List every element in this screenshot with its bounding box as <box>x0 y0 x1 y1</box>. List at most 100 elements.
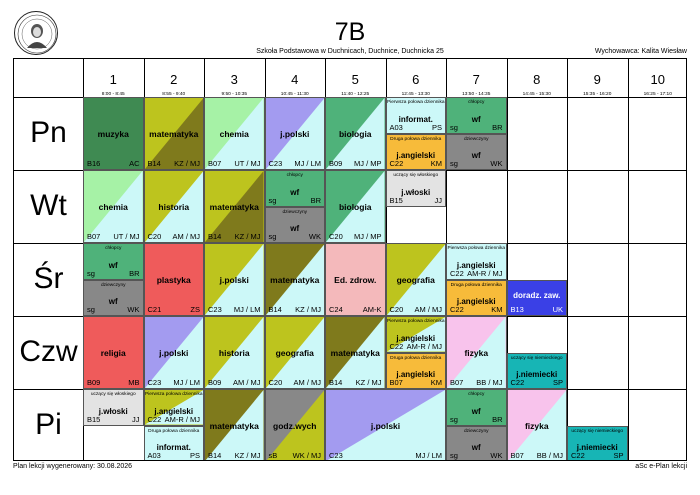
subject-name: j.polski <box>280 128 310 139</box>
lesson-cell[interactable]: muzyka B16 AC <box>83 97 144 170</box>
lesson-cell[interactable]: matematyka B14 KZ / MJ <box>143 97 204 170</box>
period-time: 15:35 - 16:20 <box>583 92 612 97</box>
diagonal-split-decoration <box>144 317 203 388</box>
lesson-cell[interactable]: dziewczyny wf sg WK <box>83 279 144 316</box>
period-number: 8 <box>533 72 541 87</box>
lesson-cell[interactable]: chemia B07 UT / MJ <box>204 97 265 170</box>
lesson-cell[interactable]: religia B09 MB <box>83 316 144 389</box>
subject-name: j.angielski <box>456 260 496 270</box>
room-number: B15 <box>87 414 101 424</box>
lesson-cell[interactable]: Druga połowa dziennika informat. A03 PS <box>143 425 204 460</box>
lesson-cell[interactable]: Pierwsza połowa dziennika j.angielski C22 A… <box>385 316 446 353</box>
group-label: Druga połowa dziennika <box>148 428 200 434</box>
teacher-initials: AM / MJ <box>233 378 261 387</box>
subject-name: matematyka <box>149 128 199 139</box>
teacher-initials: AM-K <box>362 305 382 314</box>
diagonal-split-decoration <box>205 244 264 315</box>
subject-name: j.angielski <box>396 333 436 343</box>
teacher-initials: UT / MJ <box>113 232 140 241</box>
subject-name: Ed. zdrow. <box>334 274 377 285</box>
lesson-cell[interactable]: Pierwsza połowa dziennika j.angielski C22 A… <box>446 243 507 280</box>
lesson-cell[interactable]: uczący się włoskiego j.włoski B15 JJ <box>83 389 144 426</box>
subject-name: matematyka <box>270 274 320 285</box>
lesson-cell[interactable]: biologia C20 MJ / MP <box>325 170 386 243</box>
subject-name: j.angielski <box>396 151 436 161</box>
day-name: Pi <box>35 408 62 441</box>
lesson-cell[interactable]: chłopcy wf sg BR <box>83 243 144 280</box>
lesson-cell[interactable]: fizyka B07 BB / MJ <box>446 316 507 389</box>
room-number: C22 <box>389 341 404 351</box>
room-number: B14 <box>147 159 161 168</box>
diagonal-split-decoration <box>84 171 143 242</box>
room-number: A03 <box>389 122 403 132</box>
lesson-cell[interactable]: j.polski C23 MJ / LM <box>325 389 446 460</box>
room-number: B15 <box>389 195 403 205</box>
subject-name: matematyka <box>209 420 259 431</box>
group-label: Druga połowa dziennika <box>390 355 442 361</box>
lesson-cell[interactable]: Druga połowa dziennika j.angielski C22 KM <box>385 133 446 170</box>
diagonal-split-decoration <box>144 98 203 169</box>
teacher-initials: MJ / MP <box>354 159 382 168</box>
lesson-cell[interactable]: historia B09 AM / MJ <box>204 316 265 389</box>
lesson-cell[interactable]: historia C20 AM / MJ <box>143 170 204 243</box>
teacher-initials: WK / MJ <box>292 451 321 460</box>
grid-line <box>567 59 568 460</box>
subject-name: geografia <box>396 274 435 285</box>
lesson-cell[interactable]: Druga połowa dziennika j.angielski B07 KM <box>385 352 446 389</box>
lesson-cell[interactable]: fizyka B07 BB / MJ <box>506 389 567 460</box>
diagonal-split-decoration <box>326 98 385 169</box>
lesson-cell[interactable]: doradz. zaw. B13 UK <box>506 279 567 316</box>
lesson-cell[interactable]: chemia B07 UT / MJ <box>83 170 144 243</box>
subject-name: matematyka <box>330 347 380 358</box>
room-number: sg <box>450 414 458 424</box>
lesson-cell[interactable]: Ed. zdrow. C24 AM-K <box>325 243 386 316</box>
lesson-cell[interactable]: uczący się włoskiego j.włoski B15 JJ <box>385 170 446 207</box>
lesson-cell[interactable]: chłopcy wf sg BR <box>446 97 507 134</box>
group-label: chłopcy <box>468 100 485 105</box>
lesson-cell[interactable]: Pierwsza połowa dziennika j.angielski C22 A… <box>143 389 204 426</box>
teacher-initials: AC <box>129 159 140 168</box>
lesson-cell[interactable]: matematyka B14 KZ / MJ <box>264 243 325 316</box>
lesson-cell[interactable]: j.polski C23 MJ / LM <box>264 97 325 170</box>
diagonal-split-decoration <box>205 98 264 169</box>
teacher-initials: BR <box>492 414 503 424</box>
lesson-cell[interactable]: plastyka C21 ZS <box>143 243 204 316</box>
group-label: uczący się niemieckiego <box>571 428 624 434</box>
room-number: B16 <box>87 159 101 168</box>
room-number: B07 <box>450 378 464 387</box>
lesson-cell[interactable]: godz.wych sB WK / MJ <box>264 389 325 460</box>
room-number: B09 <box>87 378 101 387</box>
lesson-cell[interactable]: uczący się niemieckiego j.niemiecki C22 SP <box>567 425 628 460</box>
lesson-cell[interactable]: dziewczyny wf sg WK <box>264 206 325 243</box>
diagonal-split-decoration <box>144 171 203 242</box>
lesson-cell[interactable]: matematyka B14 KZ / MJ <box>325 316 386 389</box>
subject-name: plastyka <box>156 274 191 285</box>
lesson-cell[interactable]: biologia B09 MJ / MP <box>325 97 386 170</box>
lesson-cell[interactable]: Druga połowa dziennika j.angielski C22 KM <box>446 279 507 316</box>
lesson-cell[interactable]: matematyka B14 KZ / MJ <box>204 170 265 243</box>
period-number: 4 <box>291 72 299 87</box>
teacher-initials: AM / MJ <box>414 305 443 314</box>
subject-name: wf <box>108 297 118 307</box>
lesson-cell[interactable]: dziewczyny wf sg WK <box>446 425 507 460</box>
school-name: Szkoła Podstawowa w Duchnicach, Duchnice… <box>256 48 444 55</box>
room-number: C23 <box>268 159 283 168</box>
lesson-cell[interactable]: uczący się niemieckiego j.niemiecki C22 SP <box>506 352 567 389</box>
diagonal-split-decoration <box>266 390 324 460</box>
lesson-cell[interactable]: dziewczyny wf sg WK <box>446 133 507 170</box>
period-number: 5 <box>351 72 359 87</box>
room-number: C20 <box>329 232 343 241</box>
grid-line <box>627 59 629 460</box>
lesson-cell[interactable]: geografia C20 AM / MJ <box>264 316 325 389</box>
teacher-initials: AM-R / MJ <box>406 341 442 351</box>
lesson-cell[interactable]: Pierwsza połowa dziennika informat. A03 PS <box>385 97 446 134</box>
subject-name: muzyka <box>97 128 129 139</box>
lesson-cell[interactable]: j.polski C23 MJ / LM <box>143 316 204 389</box>
teacher-initials: ZS <box>190 305 200 314</box>
lesson-cell[interactable]: j.polski C23 MJ / LM <box>204 243 265 316</box>
lesson-cell[interactable]: chłopcy wf sg BR <box>446 389 507 426</box>
lesson-cell[interactable]: chłopcy wf sg BR <box>264 170 325 207</box>
lesson-cell[interactable]: matematyka B14 KZ / MJ <box>204 389 265 460</box>
lesson-cell[interactable]: geografia C20 AM / MJ <box>385 243 446 316</box>
group-label: dziewczyny <box>282 209 308 215</box>
